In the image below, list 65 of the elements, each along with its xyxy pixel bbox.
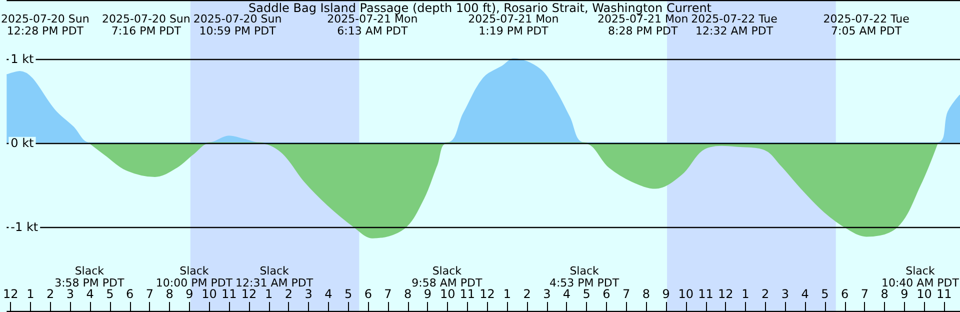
x-tick-label: 9 [662, 287, 670, 301]
x-tick-label: 3 [781, 287, 790, 301]
annotation: Slack 10:00 PM PDT [156, 264, 233, 290]
x-tick-label: 5 [344, 287, 352, 301]
annotation: Slack 3:58 PM PDT [54, 264, 125, 290]
x-tick-label: 2 [284, 287, 293, 301]
annotation: Slack 9:58 AM PDT [412, 264, 482, 290]
annotation: 2025-07-22 Tue 7:05 AM PDT [823, 12, 910, 38]
annotation: 2025-07-21 Mon 8:28 PM PDT [598, 12, 688, 38]
x-tick-label: 1 [26, 287, 34, 301]
y-tick-label: -1 kt [10, 220, 38, 234]
x-tick-label: 5 [106, 287, 114, 301]
x-tick-label: 12 [718, 287, 734, 301]
x-tick-label: 7 [384, 287, 392, 301]
x-tick-label: 9 [424, 287, 432, 301]
x-tick-label: 6 [840, 287, 849, 301]
x-tick-label: 2 [523, 287, 531, 301]
x-tick-label: 7 [146, 287, 154, 301]
x-tick-label: 1 [742, 287, 750, 301]
x-tick-label: 8 [880, 287, 888, 301]
x-tick-label: 8 [166, 287, 174, 301]
x-tick-label: 5 [821, 287, 829, 301]
x-tick-label: 8 [642, 287, 650, 301]
x-tick-label: 10 [202, 287, 217, 301]
x-tick-label: 2 [762, 287, 770, 301]
annotation: 2025-07-22 Tue 12:32 AM PDT [691, 12, 778, 38]
y-tick-label: 0 kt [10, 136, 34, 150]
x-tick-label: 10 [678, 287, 694, 301]
x-tick-label: 4 [562, 287, 571, 301]
x-tick-label: 12 [2, 287, 18, 301]
annotation: 2025-07-21 Mon 1:19 PM PDT [468, 12, 559, 38]
x-tick-label: 7 [622, 287, 630, 301]
x-tick-label: 1 [503, 287, 511, 301]
chart-title: Saddle Bag Island Passage (depth 100 ft), Rosario Strait, Washington Current [248, 1, 712, 15]
x-tick-label: 9 [186, 287, 194, 301]
x-tick-label: 9 [900, 287, 908, 301]
x-tick-label: 3 [543, 287, 551, 301]
x-tick-label: 3 [304, 287, 312, 301]
annotation: 2025-07-20 Sun 7:16 PM PDT [102, 12, 190, 38]
annotation: 2025-07-20 Sun 12:28 PM PDT [0, 12, 90, 38]
annotation: Slack 12:31 AM PDT [236, 264, 314, 290]
x-tick-label: 10 [916, 287, 932, 301]
x-tick-label: 11 [936, 287, 952, 301]
x-tick-label: 11 [221, 287, 237, 301]
x-tick-label: 11 [460, 287, 476, 301]
x-tick-label: 6 [126, 287, 134, 301]
x-tick-label: 6 [364, 287, 372, 301]
x-tick-label: 4 [801, 287, 809, 301]
x-tick-label: 8 [404, 287, 412, 301]
x-tick-label: 2 [46, 287, 54, 301]
y-tick-label: 1 kt [10, 52, 34, 66]
x-tick-label: 3 [66, 287, 74, 301]
x-tick-label: 10 [440, 287, 456, 301]
x-tick-label: 12 [480, 287, 495, 301]
annotation: 2025-07-20 Sun 10:59 PM PDT [193, 12, 282, 38]
x-tick-label: 6 [602, 287, 610, 301]
x-tick-label: 4 [86, 287, 94, 301]
x-tick-label: 1 [265, 287, 273, 301]
annotation: Slack 10:40 AM PDT [881, 264, 960, 290]
x-tick-label: 11 [698, 287, 714, 301]
x-tick-label: 5 [582, 287, 590, 301]
x-tick-label: 12 [241, 287, 257, 301]
annotation: Slack 4:53 PM PDT [549, 264, 620, 290]
x-tick-label: 7 [860, 287, 868, 301]
x-tick-label: 4 [324, 287, 332, 301]
